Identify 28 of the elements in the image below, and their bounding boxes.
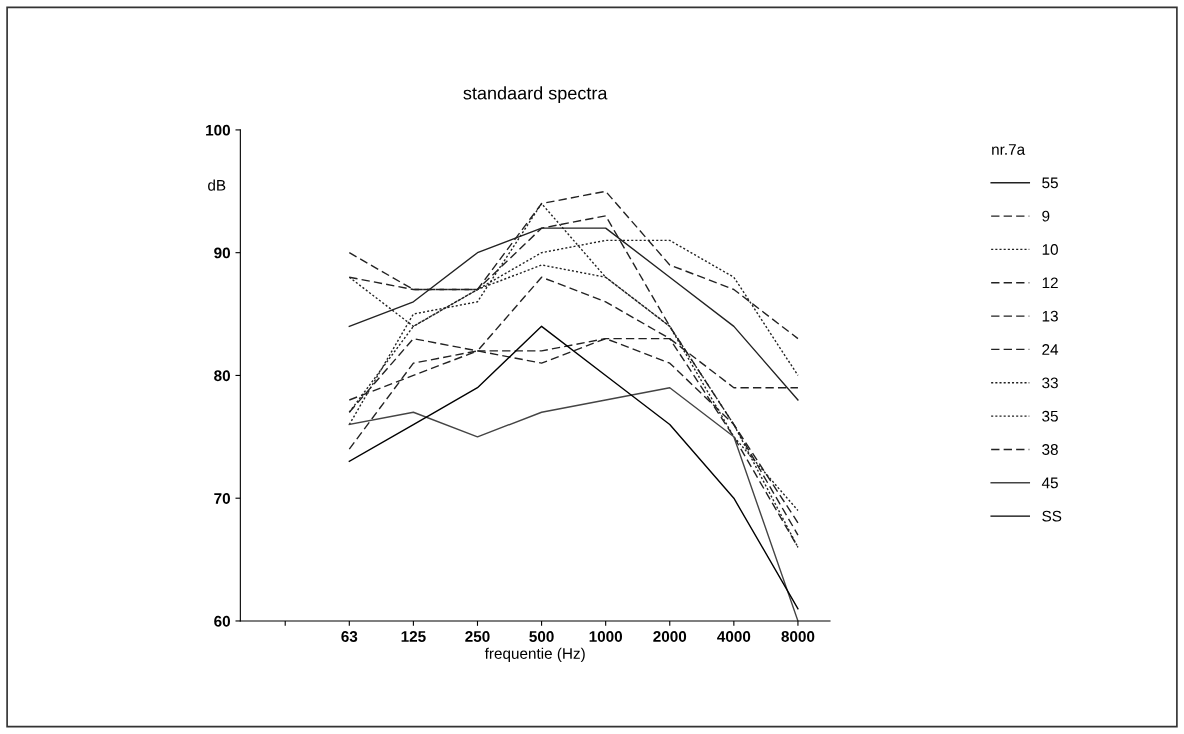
legend-label: 35 (1042, 410, 1058, 422)
legend-title: nr.7a (992, 144, 1026, 155)
x-tick-label: 4000 (717, 631, 751, 642)
legend-label: 9 (1042, 210, 1050, 222)
x-tick-label: 8000 (781, 631, 815, 642)
legend-label: 55 (1042, 177, 1058, 189)
y-tick-label: 60 (214, 615, 231, 627)
x-tick-label: 63 (341, 631, 358, 642)
x-tick-label: 1000 (589, 631, 623, 642)
legend-label: 45 (1041, 477, 1058, 489)
legend-label: 38 (1042, 444, 1058, 455)
x-tick-label: 125 (401, 631, 426, 642)
legend-label: 10 (1042, 244, 1058, 255)
chart-title: standaard spectra (463, 86, 608, 104)
y-tick-label: 90 (214, 247, 231, 259)
y-tick-label: 70 (214, 493, 231, 504)
legend-label: 13 (1042, 310, 1058, 322)
x-tick-label: 250 (465, 631, 490, 642)
x-axis-title: frequentie (Hz) (484, 647, 585, 662)
legend-label: 12 (1042, 277, 1058, 289)
y-tick-label: 100 (206, 124, 231, 136)
y-axis-title: dB (208, 179, 226, 191)
x-tick-label: 2000 (653, 631, 687, 642)
x-tick-label: 500 (529, 631, 554, 642)
legend-label: 33 (1042, 377, 1058, 389)
y-tick-label: 80 (214, 370, 231, 382)
legend-label: 24 (1042, 344, 1059, 355)
legend-label: SS (1042, 510, 1062, 522)
